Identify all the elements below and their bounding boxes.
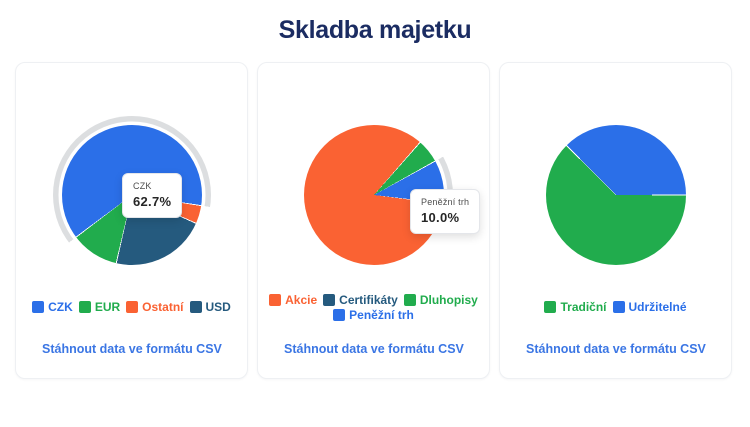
legend-label: Udržitelné (628, 300, 687, 314)
legend-label: EUR (94, 300, 121, 314)
legend-item[interactable]: Udržitelné (612, 300, 687, 314)
legend-item[interactable]: Peněžní trh (333, 307, 414, 322)
chart-tooltip: CZK 62.7% (122, 173, 183, 218)
csv-download-link[interactable]: Stáhnout data ve formátu CSV (284, 342, 464, 356)
legend-label: Akcie (285, 292, 318, 307)
legend-item[interactable]: Tradiční (544, 300, 607, 314)
card-currencies: CZK 62.7% CZK EUR Ostatní USD Stáhnout data… (15, 62, 248, 379)
tooltip-value: 62.7% (133, 194, 172, 209)
legend-label: Tradiční (560, 300, 607, 314)
legend-swatch-icon (269, 293, 282, 306)
legend-swatch-icon (323, 293, 336, 306)
csv-download-link[interactable]: Stáhnout data ve formátu CSV (42, 342, 222, 356)
tooltip-label: CZK (133, 181, 152, 191)
legend-item[interactable]: Dluhopisy (403, 292, 478, 307)
legend-swatch-icon (32, 301, 45, 313)
legend-item[interactable]: Ostatní (126, 300, 184, 314)
chart-area: Peněžní trh 10.0% (258, 63, 489, 275)
legend-label: Certifikáty (339, 292, 398, 307)
legend-swatch-icon (78, 301, 91, 313)
chart-tooltip: Peněžní trh 10.0% (410, 189, 481, 234)
legend-item[interactable]: Akcie (269, 292, 318, 307)
legend-label: USD (205, 300, 231, 314)
chart-legend: CZK EUR Ostatní USD (16, 287, 247, 327)
page-title: Skladba majetku (278, 16, 472, 44)
chart-legend: Akcie Certifikáty Dluhopisy Peněžní trh (258, 287, 489, 327)
legend-swatch-icon (126, 301, 139, 313)
legend-label: CZK (48, 300, 73, 314)
chart-legend: Tradiční Udržitelné (500, 287, 731, 327)
legend-swatch-icon (189, 301, 202, 313)
legend-swatch-icon (544, 301, 557, 313)
tooltip-value: 10.0% (421, 210, 460, 225)
legend-label: Ostatní (142, 300, 184, 314)
legend-label: Peněžní trh (349, 307, 414, 322)
card-asset-classes: Peněžní trh 10.0% Akcie Certifikáty Dluhop… (257, 62, 490, 379)
tooltip-label: Peněžní trh (421, 197, 470, 207)
legend-item[interactable]: CZK (32, 301, 73, 313)
legend-swatch-icon (612, 301, 625, 313)
card-sustainability: Tradiční Udržitelné Stáhnout data ve form… (499, 62, 732, 379)
legend-item[interactable]: EUR (78, 300, 121, 314)
chart-area (500, 63, 731, 275)
legend-label: Dluhopisy (419, 292, 478, 307)
legend-swatch-icon (333, 308, 346, 321)
pie-chart-sustainability[interactable] (545, 125, 686, 265)
legend-item[interactable]: Certifikáty (323, 292, 398, 307)
csv-download-link[interactable]: Stáhnout data ve formátu CSV (526, 342, 706, 356)
legend-swatch-icon (403, 293, 416, 306)
legend-item[interactable]: USD (189, 300, 231, 314)
chart-cards-row: CZK 62.7% CZK EUR Ostatní USD Stáhnout data… (0, 62, 750, 379)
chart-area: CZK 62.7% (16, 63, 247, 275)
